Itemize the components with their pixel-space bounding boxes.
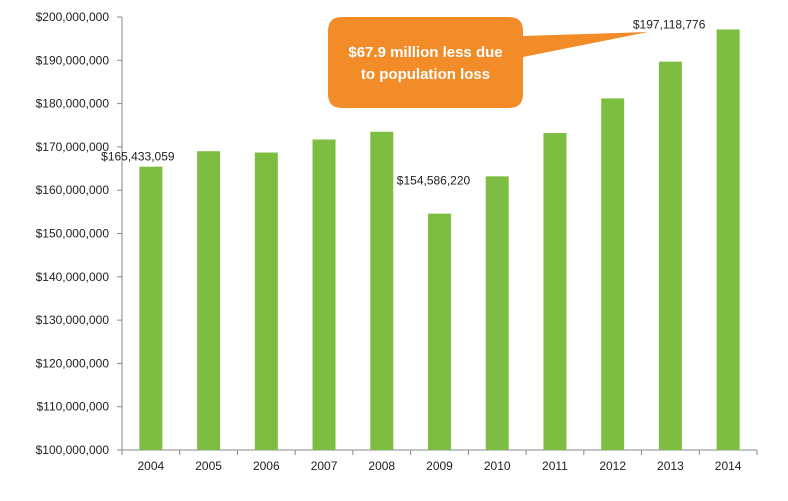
bar-2009 (428, 213, 451, 450)
bar-series (139, 29, 740, 451)
x-tick-label: 2010 (484, 459, 511, 473)
bar-2014 (716, 29, 740, 450)
callout-text-line-2: to population loss (361, 66, 490, 83)
y-tick-label: $120,000,000 (36, 356, 110, 370)
y-tick-label: $180,000,000 (36, 97, 110, 111)
data-label-2004: $165,433,059 (101, 150, 175, 164)
x-tick-label: 2013 (657, 459, 684, 473)
y-tick-label: $140,000,000 (36, 270, 110, 284)
callout-text-line-1: $67.9 million less due (348, 44, 502, 61)
x-tick-label: 2004 (138, 459, 165, 473)
x-tick-label: 2009 (426, 459, 453, 473)
bar-2006 (254, 152, 278, 451)
data-label-2009: $154,586,220 (397, 174, 471, 188)
y-tick-label: $160,000,000 (36, 183, 110, 197)
annotation-callout: $67.9 million less due to population los… (328, 17, 648, 108)
x-axis: 2004 2005 2006 2007 2008 2009 2010 2011 2012 2013… (121, 449, 758, 473)
y-tick-label: $100,000,000 (36, 443, 110, 457)
y-tick-label: $200,000,000 (36, 10, 110, 24)
y-tick-label: $110,000,000 (36, 400, 109, 414)
data-label-2014: $197,118,776 (633, 17, 706, 31)
bar-2004 (139, 166, 163, 450)
bar-2012 (601, 98, 625, 451)
y-tick-label: $130,000,000 (36, 313, 110, 327)
x-tick-label: 2007 (311, 459, 338, 473)
x-tick-label: 2011 (542, 459, 568, 473)
bar-2010 (485, 176, 509, 450)
bar-2011 (543, 133, 567, 450)
callout-bubble (328, 17, 648, 108)
bar-2013 (658, 61, 682, 450)
y-tick-label: $190,000,000 (36, 53, 110, 67)
x-tick-label: 2014 (715, 459, 742, 473)
x-tick-label: 2006 (253, 459, 280, 473)
x-tick-label: 2008 (368, 459, 395, 473)
x-tick-label: 2005 (195, 459, 222, 473)
data-labels: $165,433,059 $154,586,220 $197,118,776 (101, 17, 706, 187)
y-tick-label: $170,000,000 (36, 140, 110, 154)
bar-2007 (312, 139, 336, 450)
x-tick-label: 2012 (599, 459, 626, 473)
y-axis: $100,000,000 $110,000,000 $120,000,000 $130… (36, 10, 123, 457)
bar-2005 (197, 151, 221, 451)
bar-2008 (370, 131, 394, 450)
y-tick-label: $150,000,000 (36, 227, 110, 241)
